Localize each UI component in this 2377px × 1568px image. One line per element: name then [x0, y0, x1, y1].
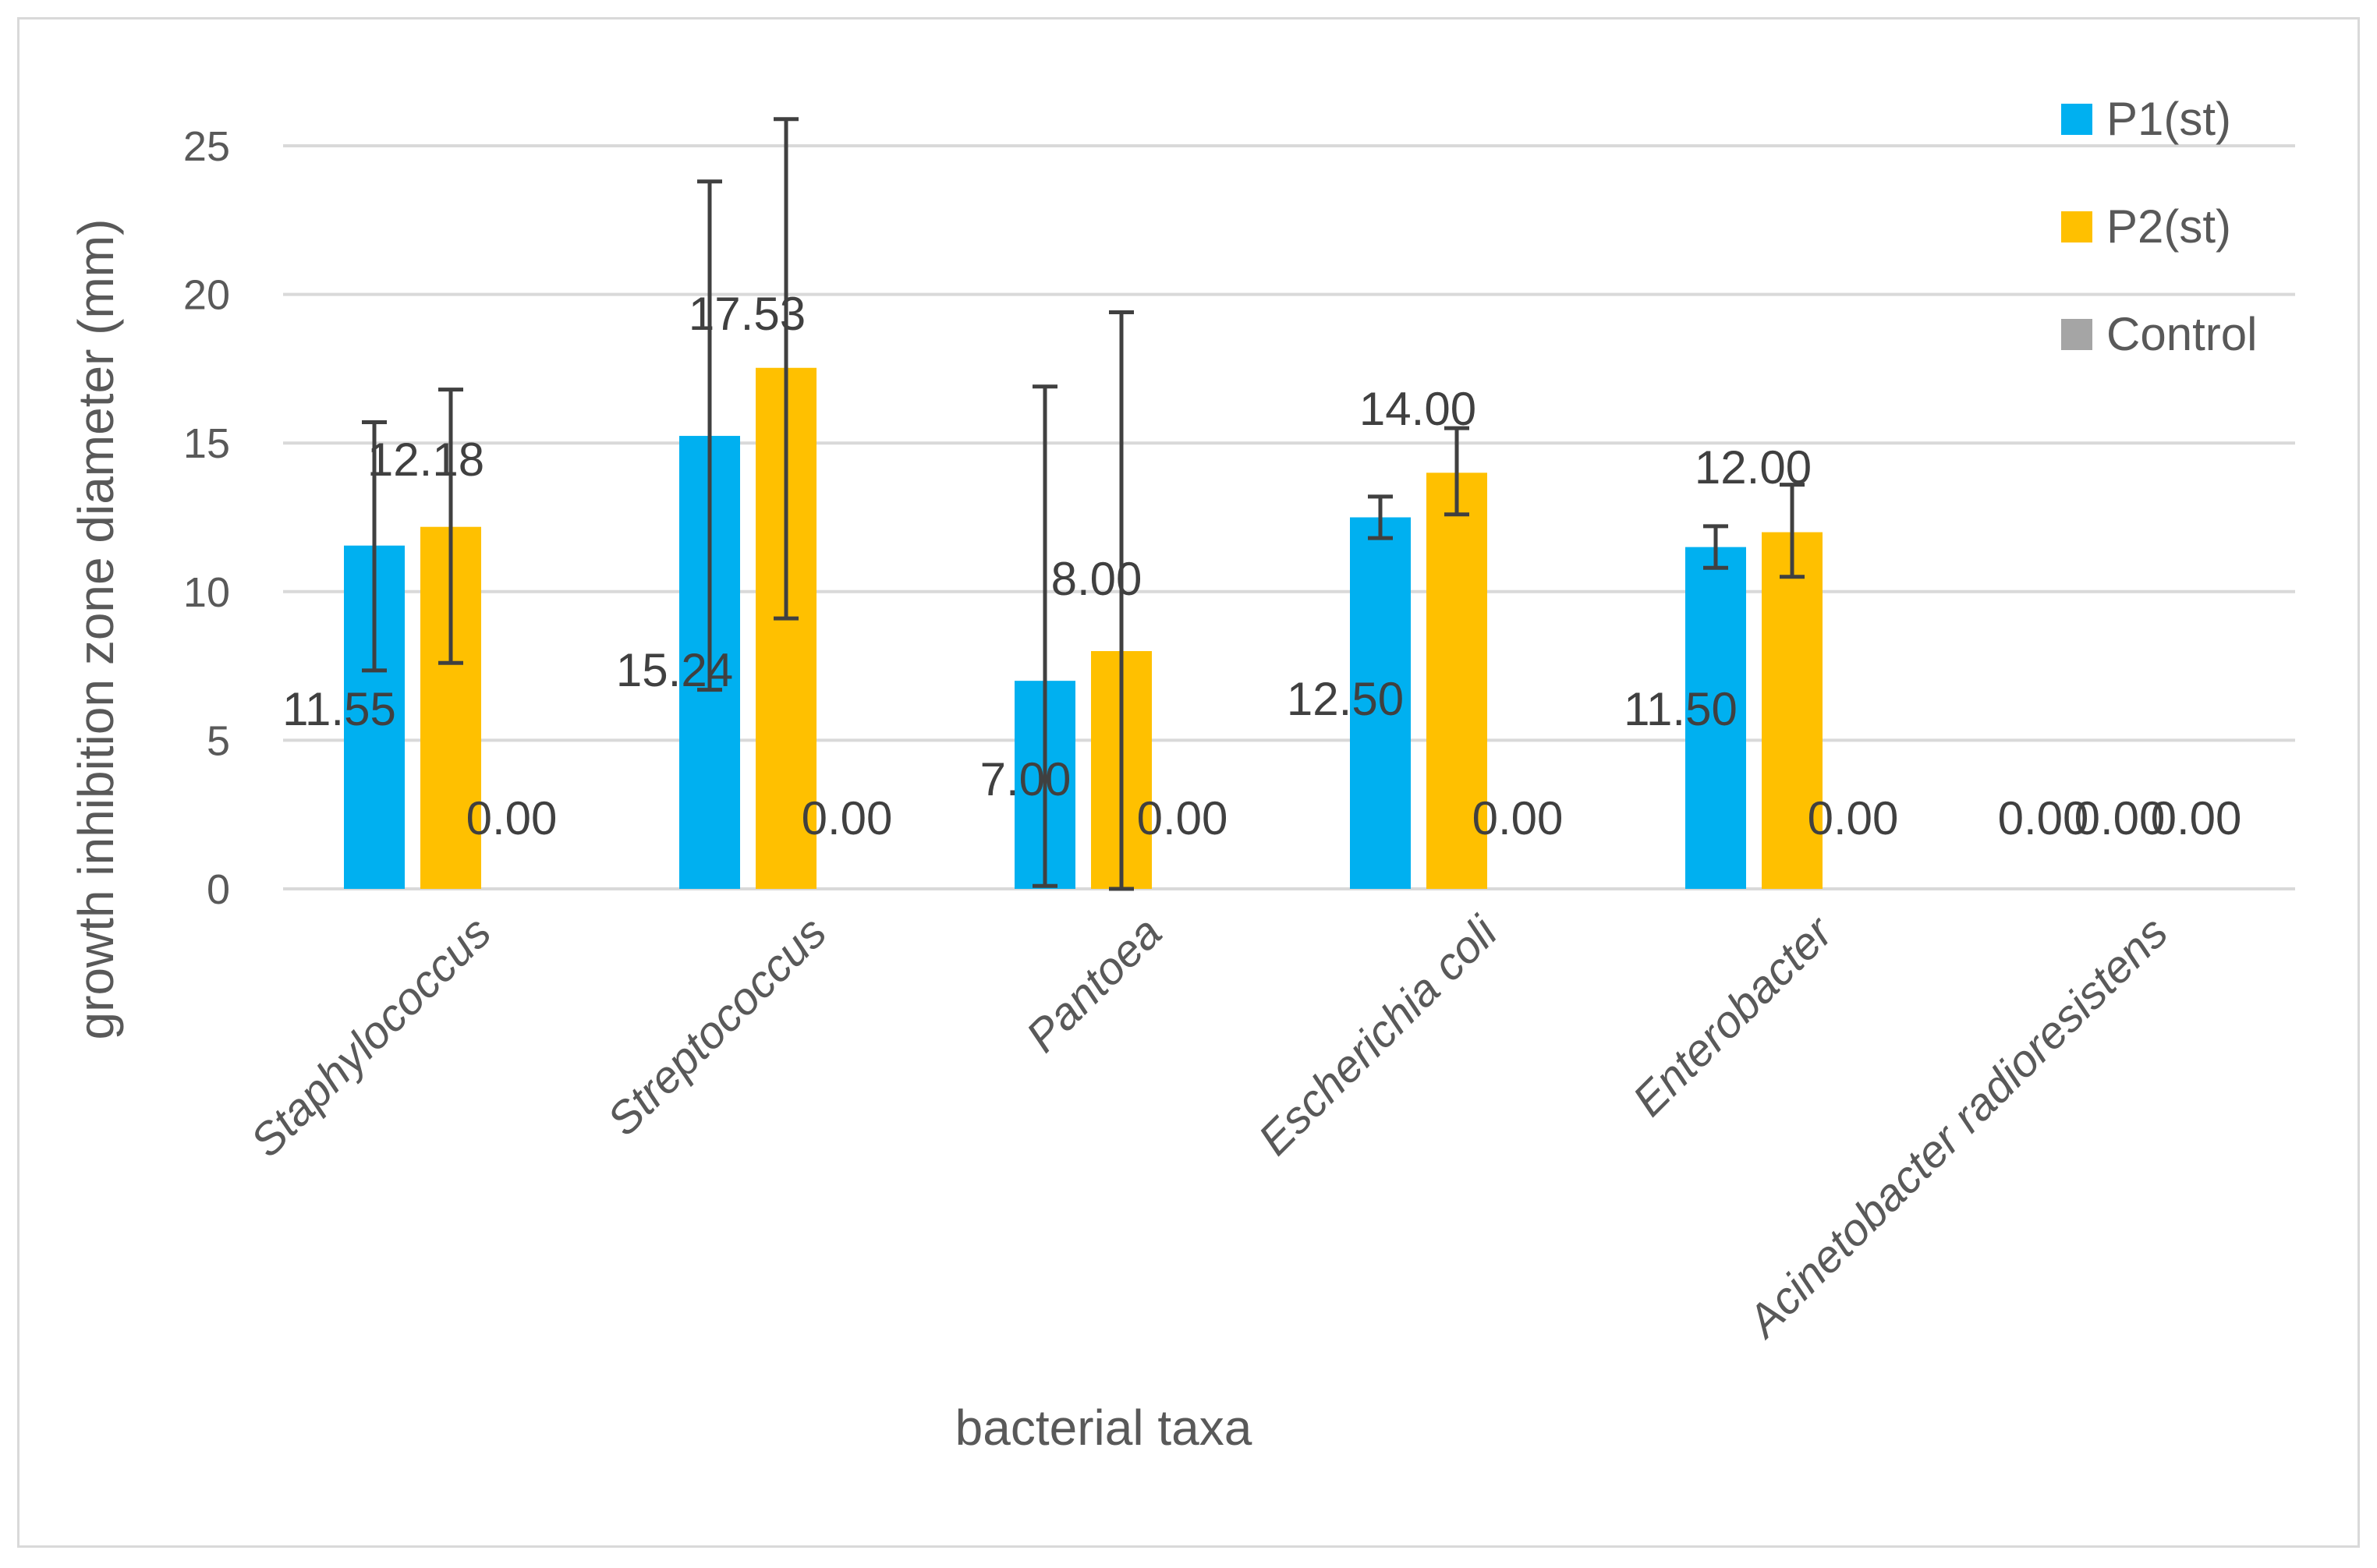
data-label: 14.00	[1359, 383, 1476, 435]
data-label: 12.00	[1695, 441, 1812, 494]
x-tick-label: Streptococcus	[597, 907, 836, 1145]
legend-label: P2(st)	[2106, 200, 2231, 253]
legend-swatch-Control	[2061, 319, 2092, 350]
y-tick-label: 0	[207, 866, 230, 913]
x-axis-title: bacterial taxa	[955, 1400, 1252, 1456]
bar-P2(st)-Escherichia coli	[1426, 473, 1487, 889]
y-tick-label: 15	[183, 420, 230, 467]
legend-swatch-P2(st)	[2061, 211, 2092, 242]
y-tick-label: 10	[183, 569, 230, 616]
y-tick-label: 5	[207, 717, 230, 764]
data-label: 0.00	[2074, 792, 2166, 844]
data-label: 11.50	[1624, 683, 1738, 735]
bar-P1(st)-Escherichia coli	[1350, 517, 1411, 889]
x-tick-label: Staphylococcus	[241, 907, 501, 1166]
data-label: 0.00	[2151, 792, 2242, 844]
data-label: 12.50	[1287, 673, 1404, 725]
x-tick-label: Enterobacter	[1623, 905, 1844, 1126]
x-tick-label: Escherichia coli	[1249, 906, 1507, 1165]
bar-P1(st)-Enterobacter	[1685, 547, 1746, 889]
legend-swatch-P1(st)	[2061, 104, 2092, 135]
data-label: 0.00	[1808, 792, 1899, 844]
data-label: 0.00	[1998, 792, 2089, 844]
data-label: 7.00	[980, 753, 1072, 805]
legend-label: P1(st)	[2106, 93, 2231, 145]
y-tick-label: 20	[183, 272, 230, 319]
data-label: 0.00	[466, 792, 558, 844]
data-label: 15.24	[616, 644, 733, 696]
data-label: 0.00	[1472, 792, 1564, 844]
y-axis-title: growth inhibition zone diameter (mm)	[68, 219, 124, 1040]
x-tick-label: Pantoea	[1016, 907, 1171, 1062]
data-label: 8.00	[1051, 553, 1142, 605]
data-label: 11.55	[282, 683, 396, 735]
data-label: 12.18	[367, 434, 484, 486]
y-tick-label: 25	[183, 123, 230, 170]
legend-label: Control	[2106, 308, 2257, 360]
data-label: 0.00	[802, 792, 893, 844]
data-label: 17.53	[689, 288, 806, 340]
data-label: 0.00	[1137, 792, 1228, 844]
chart-frame: 0 5 10 15 20 25 11.55 15.24 7.00 12.50 11.50 0.00 12…	[17, 17, 2360, 1548]
bar-P2(st)-Enterobacter	[1762, 532, 1823, 889]
bar-chart: 0 5 10 15 20 25 11.55 15.24 7.00 12.50 11.50 0.00 12…	[68, 93, 2295, 1456]
